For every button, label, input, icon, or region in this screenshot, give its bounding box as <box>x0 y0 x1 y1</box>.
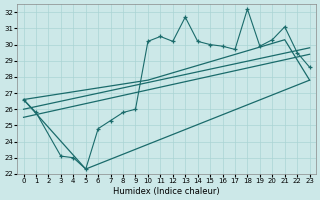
X-axis label: Humidex (Indice chaleur): Humidex (Indice chaleur) <box>113 187 220 196</box>
